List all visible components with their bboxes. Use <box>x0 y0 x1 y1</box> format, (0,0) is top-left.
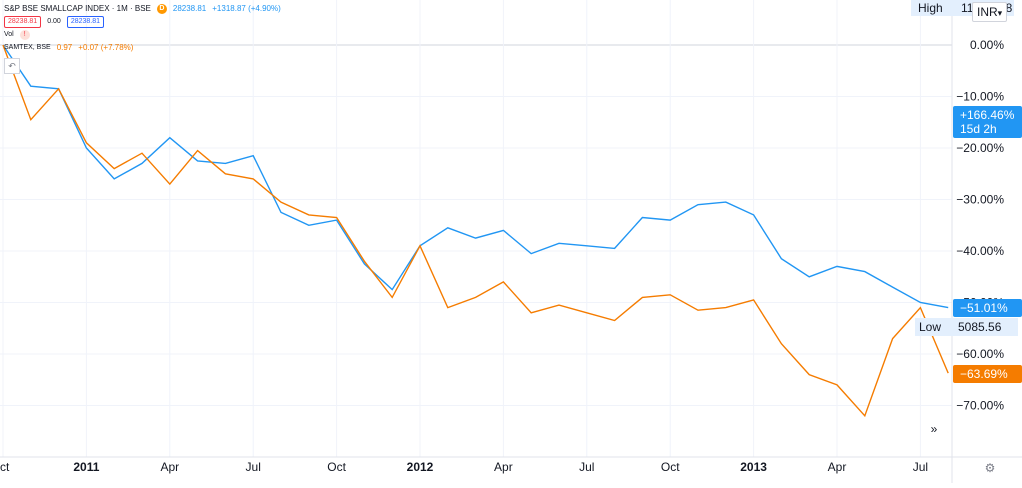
buy-button[interactable]: 28238.81 <box>66 15 105 28</box>
x-tick-label: Apr <box>494 460 513 474</box>
volume-row[interactable]: Vol ! <box>4 28 281 41</box>
y-tick-label: −20.00% <box>956 141 1004 155</box>
scroll-to-realtime-icon[interactable]: » <box>930 422 938 436</box>
series-line-smallcap[interactable] <box>2 44 949 309</box>
y-tick-label: −70.00% <box>956 399 1004 413</box>
last-price-badge: +166.46%15d 2h <box>953 106 1022 138</box>
x-tick-label: Oct <box>327 460 346 474</box>
series-lines <box>2 44 949 418</box>
smallcap-pct-badge-text: −51.01% <box>960 301 1008 315</box>
y-tick-label: 0.00% <box>970 38 1004 52</box>
samtex-pct-badge-text: −63.69% <box>960 367 1008 381</box>
series-line-samtex[interactable] <box>2 44 949 418</box>
delayed-data-icon[interactable]: D <box>156 3 167 14</box>
currency-dropdown-icon[interactable]: ▾ <box>997 8 1003 18</box>
settings-gear-icon[interactable]: ⚙ <box>984 461 996 475</box>
last-price-badge-text: 15d 2h <box>960 122 997 136</box>
main-change: +1318.87 (+4.90%) <box>212 3 281 13</box>
high-label: High <box>918 1 943 15</box>
y-tick-label: −40.00% <box>956 244 1004 258</box>
main-price: 28238.81 <box>172 3 207 13</box>
y-tick-label: −10.00% <box>956 90 1004 104</box>
currency-selector[interactable]: INR▾ <box>972 2 1008 22</box>
x-tick-label: Jul <box>579 460 594 474</box>
low-value: 5085.56 <box>958 320 1002 334</box>
main-symbol-title[interactable]: S&P BSE SMALLCAP INDEX · 1M · BSE <box>4 3 151 13</box>
spread-value: 0.00 <box>47 17 61 25</box>
volume-label[interactable]: Vol <box>4 30 14 38</box>
low-label-box: Low 5085.56 <box>915 318 1018 336</box>
undo-icon[interactable]: ↶ <box>4 58 20 74</box>
warning-icon[interactable]: ! <box>19 29 30 40</box>
low-label: Low <box>919 320 942 334</box>
trade-row: 28238.81 0.00 28238.81 <box>4 15 281 28</box>
x-tick-label: Apr <box>160 460 179 474</box>
x-tick-label: Apr <box>828 460 847 474</box>
x-tick-label: Oct <box>661 460 680 474</box>
x-tick-label: Jul <box>246 460 261 474</box>
last-price-badge-text: +166.46% <box>960 108 1015 122</box>
grid-lines <box>0 0 952 457</box>
x-tick-label: 2013 <box>740 460 767 474</box>
compare-symbol-title[interactable]: SAMTEX, BSE <box>4 43 51 51</box>
compare-change: +0.07 (+7.78%) <box>78 42 134 52</box>
chart-legend: S&P BSE SMALLCAP INDEX · 1M · BSE D 2823… <box>4 2 281 54</box>
x-tick-label: Jul <box>913 460 928 474</box>
x-tick-label: 2011 <box>73 460 99 474</box>
currency-label[interactable]: INR <box>977 5 998 19</box>
x-tick-label: 2012 <box>407 460 434 474</box>
high-value-partial: 11 <box>961 1 974 15</box>
y-tick-label: −30.00% <box>956 193 1004 207</box>
main-symbol-row[interactable]: S&P BSE SMALLCAP INDEX · 1M · BSE D 2823… <box>4 2 281 15</box>
y-tick-label: −60.00% <box>956 347 1004 361</box>
samtex-pct-badge: −63.69% <box>953 365 1022 383</box>
x-tick-label: ct <box>0 460 10 474</box>
compare-price: 0.97 <box>56 42 73 52</box>
compare-symbol-row[interactable]: SAMTEX, BSE 0.97 +0.07 (+7.78%) <box>4 41 281 54</box>
sell-button[interactable]: 28238.81 <box>4 15 42 28</box>
smallcap-pct-badge: −51.01% <box>953 299 1022 317</box>
